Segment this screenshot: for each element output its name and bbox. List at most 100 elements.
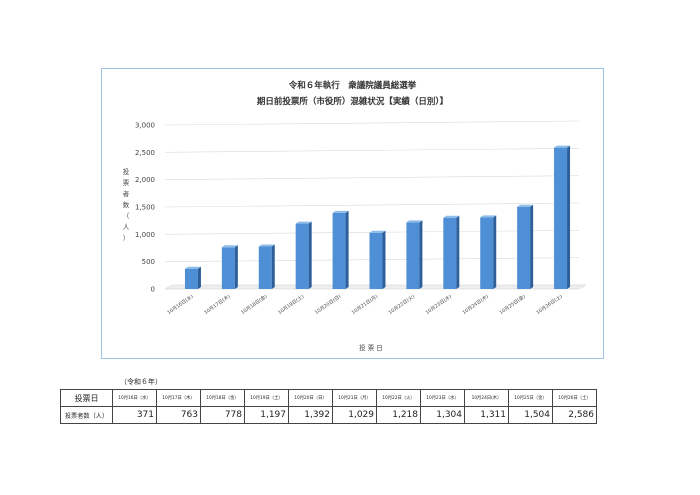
table-value-cell: 763 bbox=[156, 406, 201, 424]
x-tick-label: 10月16日(水) bbox=[166, 293, 195, 316]
gridline bbox=[164, 120, 580, 126]
table-date-cell: 10月25日（金） bbox=[508, 389, 553, 407]
x-tick-label: 10月24日(木) bbox=[461, 293, 490, 316]
bar-side bbox=[234, 245, 238, 289]
bar-top bbox=[369, 230, 386, 233]
y-tick-label: 2,500 bbox=[135, 149, 155, 157]
bar-front bbox=[443, 217, 457, 289]
x-tick-label: 10月21日(月) bbox=[351, 294, 379, 316]
y-axis-label-char: ） bbox=[123, 234, 130, 242]
bar bbox=[184, 266, 201, 289]
table-value-cell: 778 bbox=[200, 406, 245, 424]
table-value-cell: 2,586 bbox=[552, 406, 597, 424]
bar-top bbox=[554, 145, 571, 148]
x-tick-label: 10月19日(土) bbox=[276, 293, 305, 316]
table-header-row: 投票日 10月16日（水） 10月17日（木） 10月18日（金） 10月19日（土）… bbox=[60, 389, 597, 407]
table-row-label: 投票者数（人） bbox=[60, 406, 113, 424]
data-table: 投票日 10月16日（水） 10月17日（木） 10月18日（金） 10月19日（土）… bbox=[60, 389, 597, 424]
bar-front bbox=[258, 246, 272, 289]
table-value-cell: 371 bbox=[112, 406, 157, 424]
bar-side bbox=[345, 210, 349, 289]
table-value-cell: 1,504 bbox=[508, 406, 553, 424]
y-tick-label: 1,000 bbox=[135, 231, 155, 239]
bar-front bbox=[517, 206, 531, 289]
bar-side bbox=[567, 145, 571, 289]
bar bbox=[480, 215, 497, 289]
bar-top bbox=[332, 210, 349, 213]
table-value-row: 投票者数（人） 371 763 778 1,197 1,392 1,029 1,218 1,3… bbox=[60, 406, 597, 424]
bar-front bbox=[332, 212, 346, 289]
table-date-cell: 10月26日（土） bbox=[552, 389, 597, 407]
y-tick-label: 3,000 bbox=[135, 122, 155, 130]
bar-front bbox=[554, 147, 568, 289]
bar bbox=[258, 244, 275, 289]
table-value-cell: 1,392 bbox=[288, 406, 333, 424]
y-tick-label: 1,500 bbox=[135, 204, 155, 212]
y-axis-label-char: 投 bbox=[123, 167, 130, 176]
bar-top bbox=[443, 215, 460, 218]
table-header-label: 投票日 bbox=[60, 389, 113, 407]
bar-top bbox=[406, 220, 423, 223]
bar bbox=[369, 230, 386, 289]
table-date-cell: 10月23日（水） bbox=[420, 389, 465, 407]
bar-side bbox=[493, 215, 497, 289]
bar-top bbox=[258, 244, 275, 247]
gridline bbox=[164, 175, 580, 180]
bar-front bbox=[221, 247, 235, 289]
table-note: （令和６年） bbox=[120, 378, 162, 386]
y-axis-label-char: 人 bbox=[123, 223, 130, 231]
table-value-cell: 1,311 bbox=[464, 406, 509, 424]
bar bbox=[295, 221, 312, 289]
bar bbox=[443, 215, 460, 289]
chart-title-line1: 令和６年執行 衆議院議員総選挙 bbox=[288, 81, 417, 91]
bar bbox=[332, 210, 349, 289]
bar-chart: 0 500 1,000 1,500 2,000 2,500 3,000 10月16日(水) 1… bbox=[123, 120, 587, 352]
bar-side bbox=[308, 221, 312, 289]
bar-front bbox=[295, 223, 309, 289]
bar-side bbox=[271, 244, 275, 289]
table-date-cell: 10月24日(木） bbox=[464, 389, 509, 407]
bar-side bbox=[197, 266, 201, 289]
table-value-cell: 1,218 bbox=[376, 406, 421, 424]
y-axis-label-char: （ bbox=[123, 212, 130, 220]
bar bbox=[221, 245, 238, 289]
bar-front bbox=[480, 217, 494, 289]
bar-front bbox=[369, 232, 383, 289]
gridline bbox=[164, 148, 580, 153]
x-tick-label: 10月17日(木) bbox=[203, 293, 232, 316]
bar bbox=[406, 220, 423, 289]
table-date-cell: 10月22日（火） bbox=[376, 389, 421, 407]
x-tick-label: 10月23日(水) bbox=[424, 293, 453, 316]
x-tick-label: 10月22日(火) bbox=[388, 294, 416, 316]
x-axis-label: 投 票 日 bbox=[359, 343, 383, 352]
chart-title-line2: 期日前投票所（市役所）混雑状況【実績（日別）】 bbox=[256, 97, 449, 107]
x-tick-label: 10月26日(土) bbox=[535, 293, 564, 316]
bar-top bbox=[221, 245, 238, 248]
bar-top bbox=[480, 215, 497, 218]
bar-side bbox=[382, 230, 386, 289]
table-date-cell: 10月16日（水） bbox=[112, 389, 157, 407]
bar-front bbox=[184, 268, 198, 289]
table-date-cell: 10月19日（土） bbox=[244, 389, 289, 407]
y-axis-label-char: 票 bbox=[123, 179, 130, 187]
table-date-cell: 10月20日（日） bbox=[288, 389, 333, 407]
table-date-cell: 10月17日（木） bbox=[156, 389, 201, 407]
y-tick-label: 2,000 bbox=[135, 176, 155, 184]
y-tick-label: 0 bbox=[151, 286, 155, 294]
y-tick-label: 500 bbox=[142, 258, 155, 266]
bar-side bbox=[530, 204, 534, 289]
y-axis-label-char: 者 bbox=[123, 190, 130, 198]
bar bbox=[554, 145, 571, 289]
gridline bbox=[164, 202, 580, 208]
table-date-cell: 10月18日（金） bbox=[200, 389, 245, 407]
bar-top bbox=[184, 266, 201, 269]
bar-side bbox=[456, 215, 460, 289]
x-tick-label: 10月20日(日) bbox=[314, 294, 342, 316]
table-date-cell: 10月21日（月） bbox=[332, 389, 377, 407]
bar-top bbox=[517, 204, 534, 207]
x-tick-label: 10月25日(金) bbox=[498, 293, 527, 316]
bar-front bbox=[406, 222, 420, 289]
table-value-cell: 1,197 bbox=[244, 406, 289, 424]
bar-top bbox=[295, 221, 312, 224]
bar bbox=[517, 204, 534, 289]
